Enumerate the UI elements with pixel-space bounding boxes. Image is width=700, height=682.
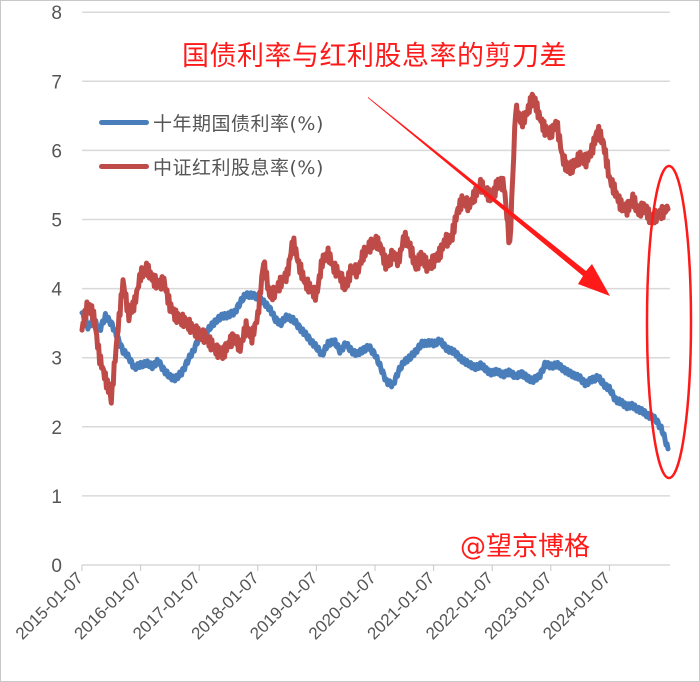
bond-yield-line (79, 290, 671, 452)
legend: 十年期国债利率(%) 中证红利股息率(%) (99, 100, 324, 188)
watermark: @望京博格 (460, 532, 591, 562)
gridlines (82, 11, 670, 566)
legend-label: 中证红利股息率(%) (153, 156, 324, 179)
legend-swatch-blue (99, 119, 149, 125)
x-axis: 2015-01-072016-01-072017-01-072018-01-07… (12, 565, 614, 643)
y-axis-ticks: 0 1 2 3 4 5 6 7 8 (51, 3, 62, 577)
y-tick-label: 1 (51, 487, 62, 508)
y-tick-label: 8 (51, 3, 62, 24)
y-tick-label: 7 (51, 72, 62, 93)
data-series (79, 91, 671, 452)
arrow-icon (368, 97, 610, 296)
legend-item-bond-yield: 十年期国债利率(%) (99, 100, 324, 144)
y-tick-label: 3 (51, 349, 62, 370)
dividend-yield-line (79, 91, 671, 406)
y-tick-label: 5 (51, 211, 62, 232)
legend-swatch-red (99, 163, 149, 169)
chart-annotation-title: 国债利率与红利股息率的剪刀差 (182, 41, 567, 72)
y-tick-label: 2 (51, 418, 62, 439)
y-tick-label: 6 (51, 141, 62, 162)
annotation-overlay (368, 97, 693, 480)
legend-item-dividend-yield: 中证红利股息率(%) (99, 144, 324, 188)
y-tick-label: 4 (51, 280, 62, 301)
y-tick-label: 0 (51, 556, 62, 577)
highlight-ellipse (645, 164, 693, 480)
legend-label: 十年期国债利率(%) (153, 112, 324, 135)
